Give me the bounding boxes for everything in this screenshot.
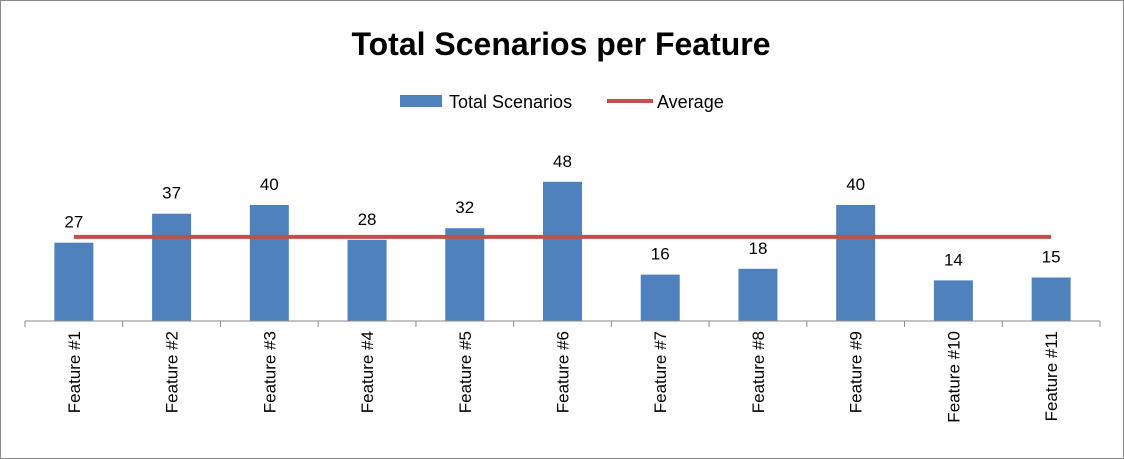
x-axis-tick-labels: Feature #1 Feature #2 Feature #3 Feature #4… (65, 331, 1061, 423)
data-labels: 27 37 40 28 32 48 16 18 40 14 15 (64, 152, 1060, 270)
x-tick-label-5: Feature #5 (456, 331, 475, 413)
data-label-3: 40 (260, 175, 279, 194)
bar-7 (640, 274, 680, 321)
x-axis-ticks (24, 321, 1101, 327)
x-tick-label-9: Feature #9 (847, 331, 866, 413)
bar-4 (347, 239, 387, 321)
legend-label-average: Average (657, 92, 724, 112)
data-label-10: 14 (944, 250, 963, 269)
chart-title: Total Scenarios per Feature (351, 26, 770, 62)
x-tick-label-7: Feature #7 (651, 331, 670, 413)
data-label-2: 37 (162, 184, 181, 203)
data-label-4: 28 (358, 210, 377, 229)
x-tick-label-6: Feature #6 (554, 331, 573, 413)
x-tick-label-11: Feature #11 (1042, 331, 1061, 421)
bar-11 (1031, 277, 1071, 321)
x-tick-label-8: Feature #8 (749, 331, 768, 413)
bar-2 (152, 213, 192, 321)
bar-10 (933, 280, 973, 321)
bar-8 (738, 268, 778, 321)
x-tick-label-3: Feature #3 (260, 331, 279, 413)
x-tick-label-2: Feature #2 (163, 331, 182, 413)
legend: Total Scenarios Average (400, 92, 724, 112)
legend-label-total-scenarios: Total Scenarios (449, 92, 572, 112)
legend-swatch-total-scenarios (400, 95, 442, 107)
data-label-8: 18 (748, 239, 767, 258)
data-label-6: 48 (553, 152, 572, 171)
data-label-1: 27 (64, 213, 83, 232)
bar-5 (445, 228, 485, 321)
bar-1 (54, 242, 94, 321)
bar-3 (249, 205, 289, 321)
bar-9 (836, 205, 876, 321)
data-label-9: 40 (846, 175, 865, 194)
data-label-5: 32 (455, 198, 474, 217)
x-tick-label-1: Feature #1 (65, 331, 84, 413)
data-label-7: 16 (651, 245, 670, 264)
x-tick-label-4: Feature #4 (358, 331, 377, 413)
data-label-11: 15 (1042, 248, 1061, 267)
bar-6 (543, 181, 582, 321)
x-tick-label-10: Feature #10 (944, 331, 963, 423)
bar-series (54, 181, 1071, 321)
